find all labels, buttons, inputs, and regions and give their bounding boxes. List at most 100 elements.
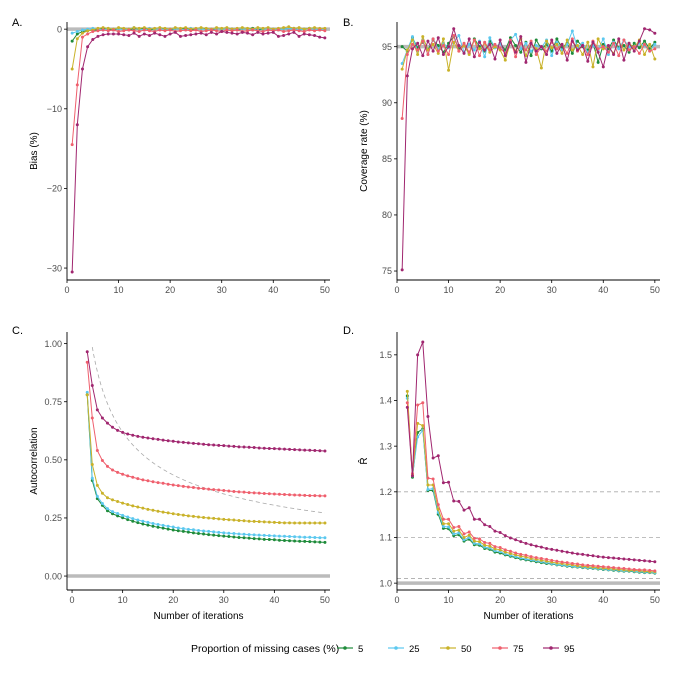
data-point xyxy=(596,50,600,54)
data-point xyxy=(416,403,420,407)
data-point xyxy=(431,37,435,41)
data-point xyxy=(126,515,130,519)
data-point xyxy=(323,540,327,544)
data-point xyxy=(184,34,188,38)
data-point xyxy=(570,48,574,52)
data-point xyxy=(307,28,311,32)
data-point xyxy=(426,53,430,57)
data-point xyxy=(237,519,241,522)
series-line xyxy=(406,398,655,574)
data-point xyxy=(227,489,231,493)
data-point xyxy=(111,512,115,516)
data-point xyxy=(612,556,616,560)
data-point xyxy=(457,528,461,532)
x-axis-label: Number of iterations xyxy=(483,611,573,622)
data-point xyxy=(202,487,206,491)
data-point xyxy=(186,527,190,531)
x-tick-label: 30 xyxy=(219,595,229,605)
data-point xyxy=(90,476,94,480)
data-point xyxy=(617,54,621,58)
data-point xyxy=(539,45,543,49)
data-point xyxy=(212,533,216,537)
y-tick-label: 75 xyxy=(382,266,392,276)
data-point xyxy=(405,53,409,57)
data-point xyxy=(303,448,307,452)
data-point xyxy=(436,44,440,48)
data-point xyxy=(472,539,476,543)
x-tick-label: 10 xyxy=(444,285,454,295)
data-point xyxy=(116,514,120,518)
data-point xyxy=(184,26,188,30)
data-point xyxy=(560,549,564,553)
data-point xyxy=(132,31,136,35)
data-point xyxy=(519,35,523,39)
data-point xyxy=(534,44,538,48)
data-point xyxy=(237,445,241,449)
data-point xyxy=(575,48,579,52)
data-point xyxy=(498,530,502,534)
data-point xyxy=(207,487,211,491)
data-point xyxy=(498,546,502,550)
data-point xyxy=(282,521,286,525)
data-point xyxy=(176,512,180,516)
data-point xyxy=(467,50,471,54)
x-tick-label: 0 xyxy=(70,595,75,605)
data-point xyxy=(247,533,251,537)
data-point xyxy=(251,33,255,37)
data-point xyxy=(217,443,221,447)
data-point xyxy=(441,53,445,57)
data-point xyxy=(653,47,657,51)
data-point xyxy=(410,42,414,46)
data-point xyxy=(70,67,74,71)
data-point xyxy=(75,32,79,36)
data-point xyxy=(252,446,256,450)
data-point xyxy=(478,542,482,546)
data-point xyxy=(267,534,271,538)
data-point xyxy=(416,48,420,52)
x-tick-label: 20 xyxy=(168,595,178,605)
series-75 xyxy=(400,33,657,120)
data-point xyxy=(488,544,492,548)
data-point xyxy=(225,26,229,30)
data-point xyxy=(217,488,221,492)
data-point xyxy=(627,41,631,45)
data-point xyxy=(447,53,451,57)
data-point xyxy=(232,518,236,522)
data-point xyxy=(596,564,600,568)
data-point xyxy=(153,31,157,35)
data-point xyxy=(191,514,195,518)
data-point xyxy=(207,516,211,520)
data-point xyxy=(426,39,430,43)
data-point xyxy=(606,44,610,48)
data-point xyxy=(111,510,115,514)
data-point xyxy=(421,35,425,39)
data-point xyxy=(100,491,104,495)
data-point xyxy=(176,526,180,530)
data-point xyxy=(606,565,610,569)
data-point xyxy=(483,543,487,547)
data-point xyxy=(570,51,574,55)
data-point xyxy=(467,530,471,534)
data-point xyxy=(581,552,585,556)
x-tick-label: 20 xyxy=(495,285,505,295)
legend-label: 75 xyxy=(513,644,524,655)
data-point xyxy=(637,51,641,55)
data-point xyxy=(637,46,641,50)
series-75 xyxy=(85,360,327,498)
data-point xyxy=(653,569,657,573)
data-point xyxy=(601,37,605,41)
data-point xyxy=(267,538,271,542)
data-point xyxy=(529,555,533,559)
data-point xyxy=(156,525,160,529)
data-point xyxy=(503,58,507,62)
data-point xyxy=(232,535,236,539)
data-point xyxy=(622,38,626,42)
x-tick-label: 0 xyxy=(394,285,399,295)
data-point xyxy=(191,528,195,532)
data-point xyxy=(508,551,512,555)
data-point xyxy=(313,26,317,30)
data-point xyxy=(457,531,461,535)
data-point xyxy=(586,40,590,44)
data-point xyxy=(519,47,523,51)
data-point xyxy=(447,522,451,526)
